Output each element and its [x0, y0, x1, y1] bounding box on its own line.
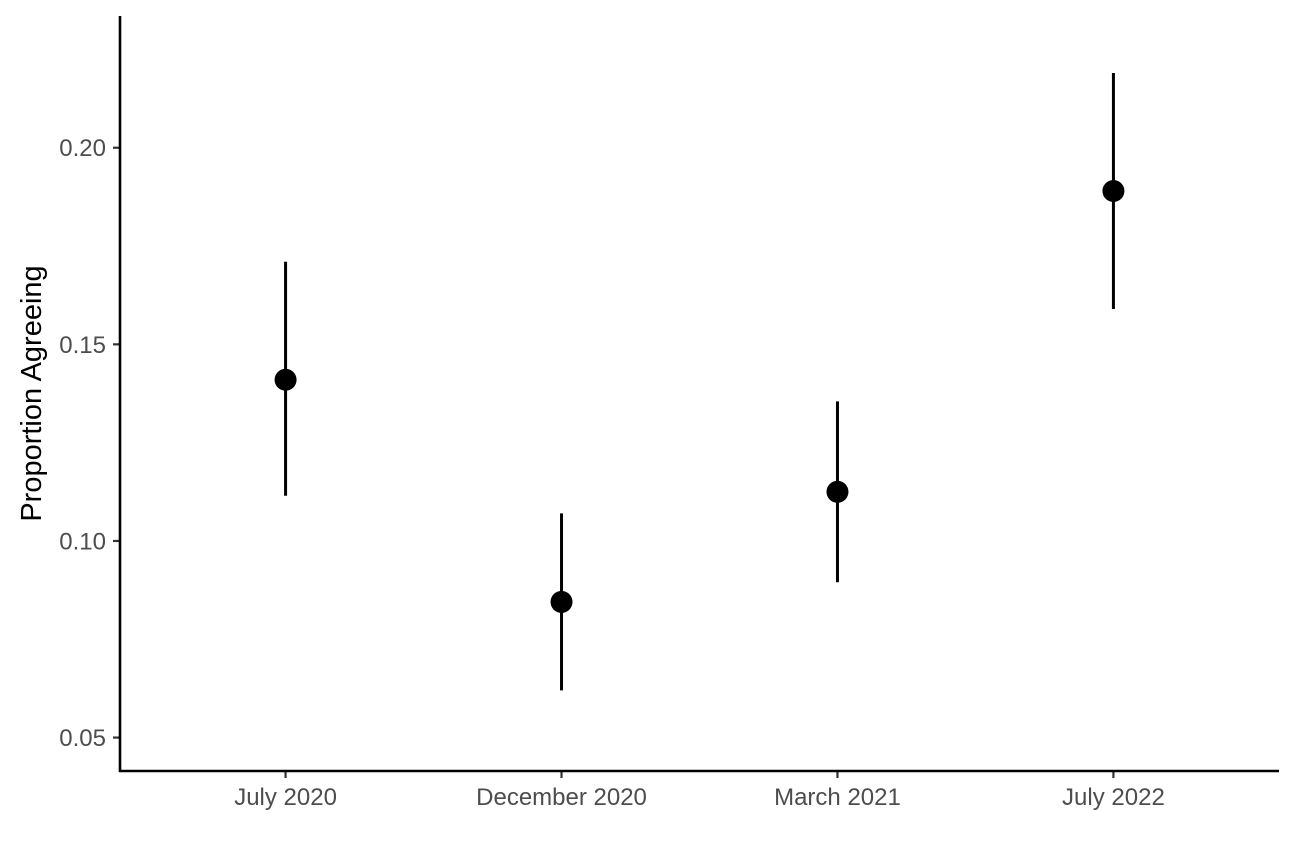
plot-marks [274, 73, 1125, 691]
y-tick-label: 0.20 [59, 135, 106, 162]
y-axis-ticks: 0.05 0.10 0.15 0.20 [59, 135, 120, 752]
y-tick-label: 0.10 [59, 528, 106, 555]
x-tick-label: July 2022 [1062, 784, 1165, 811]
y-tick-label: 0.05 [59, 725, 106, 752]
x-tick-label: December 2020 [476, 784, 647, 811]
y-tick-label: 0.15 [59, 332, 106, 359]
data-point [274, 368, 297, 391]
y-axis-title: Proportion Agreeing [16, 265, 48, 521]
data-point [550, 590, 573, 613]
x-tick-label: July 2020 [234, 784, 337, 811]
data-point [1102, 179, 1125, 202]
x-tick-label: March 2021 [774, 784, 901, 811]
x-axis-ticks: July 2020 December 2020 March 2021 July 202… [234, 771, 1165, 811]
data-point [826, 480, 849, 503]
